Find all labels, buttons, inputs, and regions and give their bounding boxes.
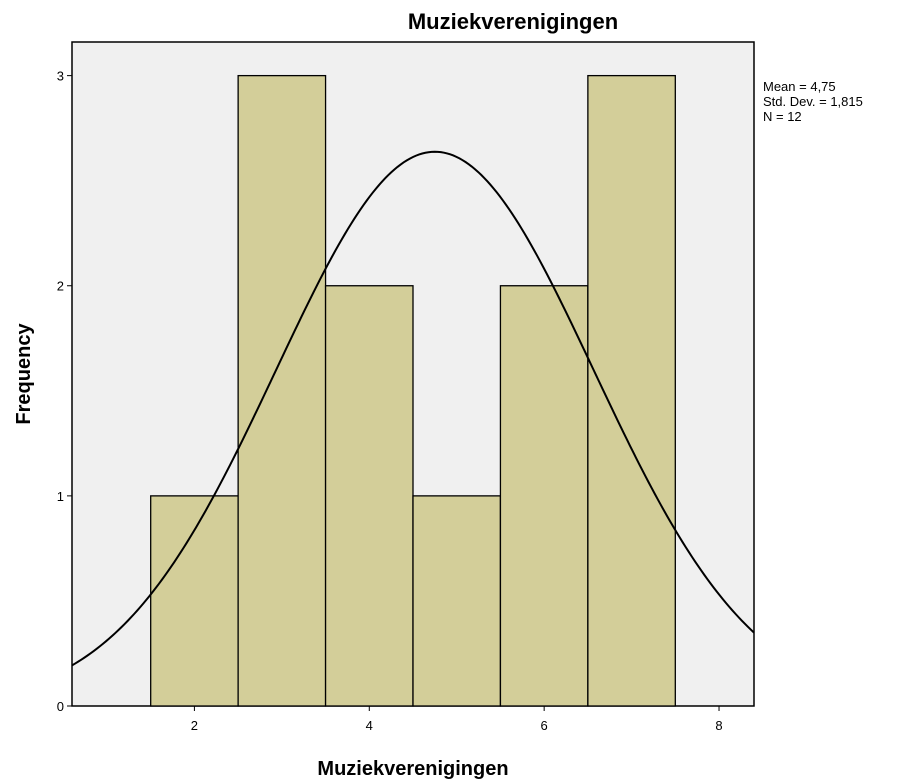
x-tick-label-1: 2 — [191, 718, 198, 733]
x-tick-label-2: 4 — [366, 718, 373, 733]
x-tick-label-3: 6 — [541, 718, 548, 733]
histogram-bar-5 — [499, 285, 589, 707]
stats-n: N = 12 — [763, 109, 802, 124]
stats-std-dev: Std. Dev. = 1,815 — [763, 94, 863, 109]
histogram-bar-2 — [237, 74, 327, 707]
histogram-bar-3 — [324, 285, 414, 707]
x-axis-label: Muziekverenigingen — [317, 758, 508, 780]
y-axis-label: Frequency — [13, 323, 35, 425]
histogram-bar-6 — [587, 74, 676, 707]
y-tick-label-1: 0 — [57, 699, 64, 714]
stats-mean: Mean = 4,75 — [763, 79, 836, 94]
chart-title: Muziekverenigingen — [408, 9, 618, 34]
normal-curve — [71, 150, 755, 667]
y-tick-label-2: 1 — [57, 489, 64, 504]
y-tick-label-4: 3 — [57, 69, 64, 84]
histogram-bar-4 — [412, 495, 502, 707]
histogram-bar-1 — [150, 495, 239, 707]
x-tick-label-4: 8 — [715, 718, 722, 733]
y-tick-label-3: 2 — [57, 279, 64, 294]
